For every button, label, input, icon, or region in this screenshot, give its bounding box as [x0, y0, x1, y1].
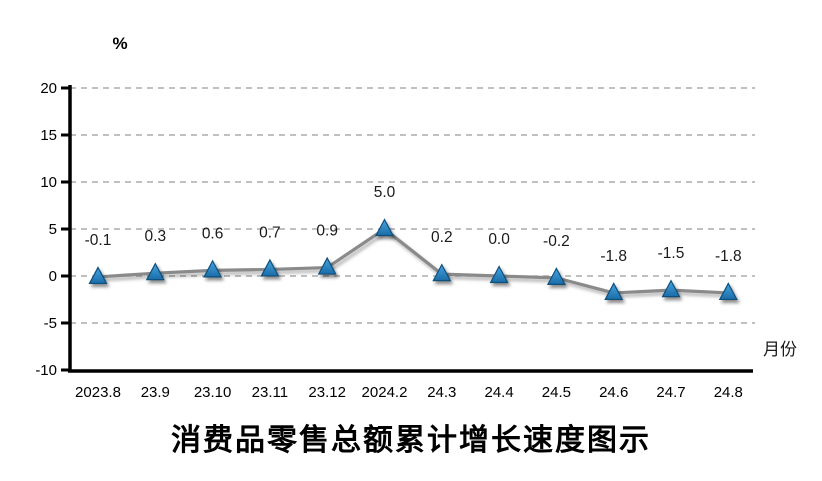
x-tick-label: 24.5 — [542, 384, 571, 401]
y-tick-label: 10 — [40, 174, 57, 191]
y-axis-unit-label: % — [112, 34, 128, 53]
x-tick-label: 24.3 — [427, 384, 456, 401]
y-tick-label: 5 — [49, 221, 57, 238]
x-tick-label: 2023.8 — [75, 384, 121, 401]
x-tick-label: 23.11 — [252, 384, 288, 401]
x-axis-name-label: 月份 — [763, 340, 797, 359]
data-point-label: 0.6 — [202, 225, 224, 242]
x-tick-label: 24.7 — [656, 384, 685, 401]
data-point-marker — [317, 256, 337, 275]
data-point-marker — [375, 218, 394, 237]
data-point-label: 0.7 — [259, 224, 281, 241]
data-point-marker — [604, 282, 624, 301]
y-tick-label: 0 — [49, 268, 57, 285]
data-point-marker — [260, 258, 280, 277]
data-point-label: 0.2 — [431, 229, 453, 246]
y-tick-label: 15 — [40, 127, 57, 144]
data-point-label: -1.8 — [600, 248, 627, 265]
y-tick-label: 20 — [40, 80, 57, 97]
data-point-label: -0.1 — [85, 232, 112, 249]
data-point-label: -1.8 — [715, 248, 742, 265]
data-point-marker — [661, 279, 681, 298]
x-tick-label: 23.9 — [141, 384, 170, 401]
data-line — [97, 227, 729, 295]
data-point-marker — [546, 267, 566, 285]
plot-area: 20 15 10 5 0 -5 -10 2023.8 23.9 23.10 23.11 23.12 20… — [35, 80, 755, 401]
y-tick-label: -5 — [44, 315, 57, 332]
x-tick-label: 2024.2 — [362, 384, 408, 401]
data-point-marker — [718, 282, 738, 301]
data-point-label: 0.0 — [488, 231, 510, 248]
data-point-marker — [489, 265, 509, 284]
data-point-label: 0.3 — [145, 228, 167, 245]
x-tick-label: 24.4 — [484, 384, 513, 401]
y-tick-label: -10 — [35, 362, 57, 379]
data-point-label: 5.0 — [374, 184, 396, 201]
data-point-marker — [432, 263, 452, 282]
data-point-marker — [203, 259, 223, 278]
data-point-label: -1.5 — [658, 245, 685, 262]
x-tick-label: 23.10 — [194, 384, 232, 401]
x-tick-label: 23.12 — [308, 384, 346, 401]
x-tick-label: 24.8 — [714, 384, 743, 401]
data-point-label: 0.9 — [316, 223, 338, 240]
data-point-marker — [145, 262, 165, 281]
data-point-label: -0.2 — [543, 233, 570, 250]
data-point-marker — [88, 266, 108, 285]
chart-title: 消费品零售总额累计增长速度图示 — [171, 424, 651, 457]
x-tick-label: 24.6 — [599, 384, 628, 401]
